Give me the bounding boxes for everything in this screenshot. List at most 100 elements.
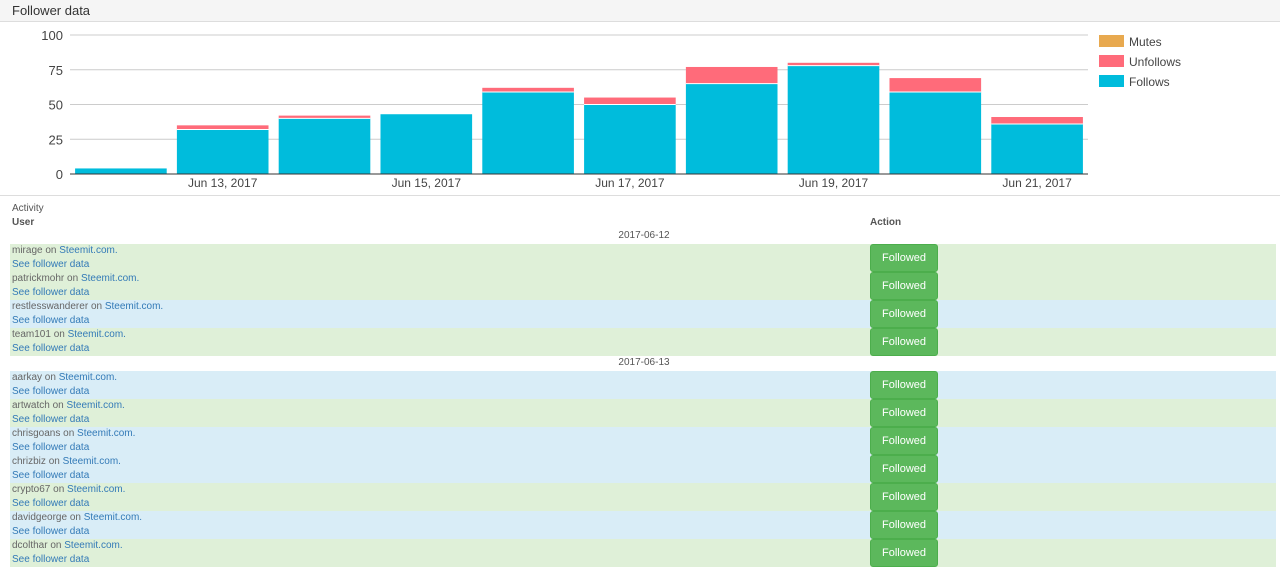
activity-row: patrickmohr on Steemit.com. See follower … (10, 272, 1276, 300)
site-link[interactable]: Steemit.com. (64, 540, 123, 551)
followed-button[interactable]: Followed (870, 371, 938, 399)
site-link[interactable]: Steemit.com. (83, 512, 143, 523)
x-tick-label: Jun 21, 2017 (1002, 176, 1072, 190)
bar-follows-5 (584, 104, 676, 174)
user-line: chrisgoans on Steemit.com. (12, 427, 135, 440)
username: mirage (12, 245, 43, 256)
bar-follows-0 (75, 168, 167, 174)
followed-button[interactable]: Followed (870, 511, 938, 539)
bar-unfollows-7 (787, 62, 880, 66)
site-link[interactable]: Steemit.com. (104, 301, 164, 312)
bar-follows-7 (787, 65, 880, 174)
user-line: artwatch on Steemit.com. (12, 399, 125, 412)
user-line: davidgeorge on Steemit.com. (12, 511, 142, 524)
y-tick-label: 50 (49, 98, 63, 113)
on-text: on (45, 245, 57, 256)
user-line: crypto67 on Steemit.com. (12, 483, 125, 496)
site-link[interactable]: Steemit.com. (58, 372, 118, 383)
y-tick-label: 25 (49, 132, 63, 147)
activity-row: dcolthar on Steemit.com. See follower dat… (10, 539, 1276, 567)
activity-label: Activity (12, 203, 44, 214)
see-follower-data-link[interactable]: See follower data (12, 287, 90, 298)
bar-follows-2 (278, 118, 371, 174)
site-link[interactable]: Steemit.com. (80, 273, 140, 284)
username: artwatch (12, 400, 50, 411)
x-tick-label: Jun 19, 2017 (799, 176, 869, 190)
site-link[interactable]: Steemit.com. (67, 329, 126, 340)
chart-divider (0, 195, 1280, 196)
username: patrickmohr (12, 273, 65, 284)
see-follower-data-link[interactable]: See follower data (12, 470, 90, 481)
on-text: on (67, 273, 79, 284)
user-line: chrizbiz on Steemit.com. (12, 455, 121, 468)
site-link[interactable]: Steemit.com. (67, 484, 126, 495)
activity-row: artwatch on Steemit.com. See follower dat… (10, 399, 1276, 427)
site-link[interactable]: Steemit.com. (59, 245, 118, 256)
activity-row: mirage on Steemit.com. See follower data F… (10, 244, 1276, 272)
date-group-header: 2017-06-13 (618, 357, 670, 368)
legend-swatch-follows (1099, 75, 1124, 87)
see-follower-data-link[interactable]: See follower data (12, 343, 90, 354)
activity-row: aarkay on Steemit.com. See follower data F… (10, 371, 1276, 399)
column-header-action: Action (870, 217, 902, 228)
x-tick-label: Jun 13, 2017 (188, 176, 258, 190)
y-tick-label: 75 (49, 63, 63, 78)
site-link[interactable]: Steemit.com. (77, 428, 136, 439)
see-follower-data-link[interactable]: See follower data (12, 498, 90, 509)
followed-button[interactable]: Followed (870, 483, 938, 511)
followed-button[interactable]: Followed (870, 272, 938, 300)
see-follower-data-link[interactable]: See follower data (12, 315, 90, 326)
see-follower-data-link[interactable]: See follower data (12, 526, 90, 537)
followed-button[interactable]: Followed (870, 399, 938, 427)
on-text: on (90, 301, 103, 312)
on-text: on (63, 428, 75, 439)
followed-button[interactable]: Followed (870, 300, 938, 328)
activity-row: team101 on Steemit.com. See follower data… (10, 328, 1276, 356)
see-follower-data-link[interactable]: See follower data (12, 554, 90, 565)
bar-follows-6 (685, 83, 778, 174)
bar-follows-4 (482, 91, 574, 174)
site-link[interactable]: Steemit.com. (66, 400, 125, 411)
username: crypto67 (12, 484, 51, 495)
bar-follows-9 (991, 123, 1083, 174)
site-link[interactable]: Steemit.com. (62, 456, 121, 467)
followed-button[interactable]: Followed (870, 427, 938, 455)
username: dcolthar (12, 540, 48, 551)
panel-title: Follower data (12, 3, 91, 18)
see-follower-data-link[interactable]: See follower data (12, 386, 90, 397)
see-follower-data-link[interactable]: See follower data (12, 442, 90, 453)
bar-follows-1 (176, 129, 269, 174)
activity-row: chrisgoans on Steemit.com. See follower d… (10, 427, 1276, 455)
see-follower-data-link[interactable]: See follower data (12, 414, 90, 425)
bar-unfollows-5 (584, 97, 676, 105)
followed-button[interactable]: Followed (870, 455, 938, 483)
username: aarkay (12, 372, 43, 383)
date-group-header: 2017-06-12 (618, 230, 670, 241)
on-text: on (52, 400, 64, 411)
activity-row: chrizbiz on Steemit.com. See follower dat… (10, 455, 1276, 483)
bar-unfollows-6 (685, 66, 778, 84)
on-text: on (53, 484, 65, 495)
panel-heading: Follower data (0, 0, 1280, 22)
username: davidgeorge (12, 512, 68, 523)
legend-swatch-mutes (1099, 35, 1124, 47)
user-line: mirage on Steemit.com. (12, 244, 118, 257)
bar-follows-3 (380, 114, 473, 174)
on-text: on (44, 372, 56, 383)
user-line: aarkay on Steemit.com. (12, 371, 117, 384)
on-text: on (48, 456, 60, 467)
user-line: restlesswanderer on Steemit.com. (12, 300, 163, 313)
y-tick-label: 0 (56, 167, 63, 182)
on-text: on (69, 512, 81, 523)
bar-unfollows-4 (482, 87, 574, 92)
follower-chart: 0 25 50 75 100 Jun 13, 2017 Jun 15, 2017 Jun 17… (41, 28, 1181, 190)
followed-button[interactable]: Followed (870, 328, 938, 356)
followed-button[interactable]: Followed (870, 244, 938, 272)
y-tick-label: 100 (41, 28, 63, 43)
x-tick-label: Jun 17, 2017 (595, 176, 665, 190)
bar-follows-8 (889, 91, 982, 174)
activity-row: davidgeorge on Steemit.com. See follower … (10, 511, 1276, 539)
see-follower-data-link[interactable]: See follower data (12, 259, 90, 270)
legend-label-follows: Follows (1129, 75, 1170, 89)
bar-unfollows-1 (176, 125, 269, 130)
